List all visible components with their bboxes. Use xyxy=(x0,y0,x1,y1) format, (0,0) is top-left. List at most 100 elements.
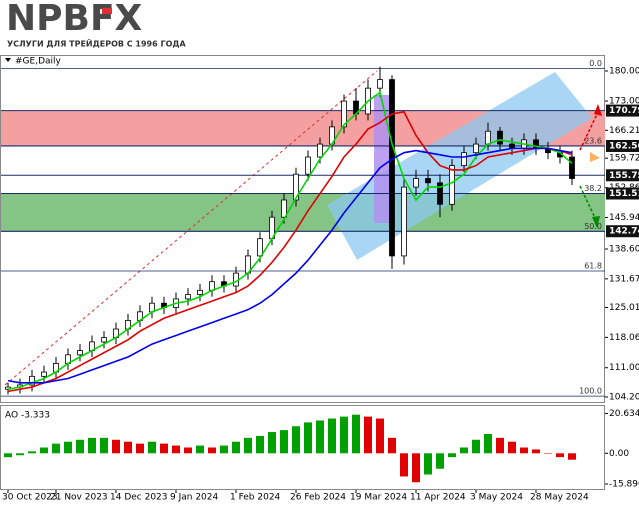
x-tick-label: 30 Oct 2023 xyxy=(2,493,58,503)
price-marker-label: 142.74 xyxy=(609,227,639,237)
ao-bar xyxy=(292,426,300,454)
candle-body xyxy=(401,186,407,257)
y-tick-label: 0.00 xyxy=(609,449,629,459)
x-tick-label: 3 May 2024 xyxy=(470,493,523,503)
ao-bar xyxy=(124,441,132,454)
ao-bar xyxy=(160,443,168,454)
y-tick-label: 138.60 xyxy=(609,245,639,255)
x-tick-label: 28 May 2024 xyxy=(530,493,589,503)
ao-bar xyxy=(316,420,324,454)
ao-bar xyxy=(232,441,240,454)
ao-bar xyxy=(76,439,84,454)
ao-bar xyxy=(112,439,120,454)
ao-bar xyxy=(136,443,144,454)
price-marker xyxy=(606,104,639,117)
ao-bar xyxy=(544,453,552,454)
up-arrow-head xyxy=(594,104,602,116)
up-arrow xyxy=(579,111,599,151)
moving-average xyxy=(7,110,573,393)
ao-bar xyxy=(424,453,432,475)
fib-label: 50.0 xyxy=(584,222,602,231)
ao-bar xyxy=(388,437,396,454)
ao-bar xyxy=(220,445,228,454)
ao-bar xyxy=(328,418,336,454)
ao-bar xyxy=(472,439,480,454)
y-tick-label: 20.634 xyxy=(609,409,639,419)
candle-body xyxy=(29,375,35,386)
price-marker xyxy=(606,225,639,238)
fib-label: 38.2 xyxy=(584,184,602,193)
ao-bar xyxy=(484,433,492,454)
candle-body xyxy=(293,173,299,201)
ao-bar xyxy=(304,422,312,454)
ao-bar xyxy=(256,435,264,454)
candle-body xyxy=(197,289,203,296)
candle-body xyxy=(425,178,431,184)
ao-bar xyxy=(28,451,36,454)
candle-body xyxy=(497,130,503,145)
price-marker-label: 151.51 xyxy=(609,189,639,199)
ao-bar xyxy=(568,453,576,460)
logo-flag xyxy=(102,8,112,14)
candle-body xyxy=(305,156,311,175)
moving-average xyxy=(7,147,573,384)
ao-bar xyxy=(340,416,348,454)
candle-body xyxy=(257,238,263,257)
price-marker-label: 170.79 xyxy=(609,106,639,116)
ao-bar xyxy=(496,437,504,454)
ao-bar xyxy=(376,418,384,454)
price-marker xyxy=(606,139,639,152)
logo-tagline: УСЛУГИ ДЛЯ ТРЕЙДЕРОВ С 1996 ГОДА xyxy=(7,38,186,49)
y-tick-label: 131.67 xyxy=(609,274,639,284)
price-marker xyxy=(606,187,639,200)
ao-bar xyxy=(532,449,540,454)
x-tick-label: 19 Mar 2024 xyxy=(350,493,407,503)
ao-bar xyxy=(244,437,252,454)
y-tick-label: 111.00 xyxy=(609,363,639,373)
y-tick-label: 166.21 xyxy=(609,126,639,136)
ao-bar xyxy=(400,453,408,477)
candle-body xyxy=(185,294,191,300)
y-tick-label: 145.94 xyxy=(609,213,639,223)
ao-bar xyxy=(448,453,456,458)
ao-bar xyxy=(4,453,12,458)
candle-body xyxy=(341,100,347,128)
candle-body xyxy=(389,79,395,257)
candle-body xyxy=(473,143,479,154)
x-tick-label: 11 Apr 2024 xyxy=(410,493,466,503)
y-tick-label: 173.00 xyxy=(609,97,639,107)
ao-bar xyxy=(148,441,156,454)
fib-label: 100.0 xyxy=(579,387,602,396)
candle-body xyxy=(569,156,575,179)
x-tick-label: 26 Feb 2024 xyxy=(290,493,346,503)
y-tick-label: -15.896 xyxy=(609,479,639,489)
candle-body xyxy=(413,178,419,188)
ao-bar xyxy=(412,453,420,483)
y-tick-label: 180.00 xyxy=(609,66,639,76)
ao-bar xyxy=(52,443,60,454)
candle-body xyxy=(377,79,383,89)
ao-bar xyxy=(88,437,96,454)
candle-body xyxy=(485,130,491,145)
ao-panel xyxy=(0,405,605,490)
ao-bar xyxy=(520,447,528,454)
symbol-title: #GE,Daily xyxy=(15,57,62,67)
candle-body xyxy=(437,182,443,205)
ao-bar xyxy=(16,453,24,456)
ao-bar xyxy=(556,453,564,458)
price-marker-label: 155.75 xyxy=(609,171,639,181)
x-tick-label: 14 Dec 2023 xyxy=(110,493,168,503)
price-marker xyxy=(606,169,639,182)
candle-body xyxy=(461,152,467,166)
fib-label: 23.6 xyxy=(584,136,602,145)
y-tick-label: 159.72 xyxy=(609,154,639,164)
x-tick-label: 1 Feb 2024 xyxy=(230,493,281,503)
logo: NPBFX УСЛУГИ ДЛЯ ТРЕЙДЕРОВ С 1996 ГОДА xyxy=(6,0,186,49)
candle-body xyxy=(101,337,107,343)
plot: 0.0 23.6 38.2 50.0 61.8 100.0 180.00 173.00 166.… xyxy=(1,59,639,503)
ao-title: AO -3.333 xyxy=(5,411,50,421)
price-marker-label: 162.56 xyxy=(609,141,639,151)
candle-body xyxy=(317,143,323,158)
ao-bar xyxy=(40,447,48,454)
